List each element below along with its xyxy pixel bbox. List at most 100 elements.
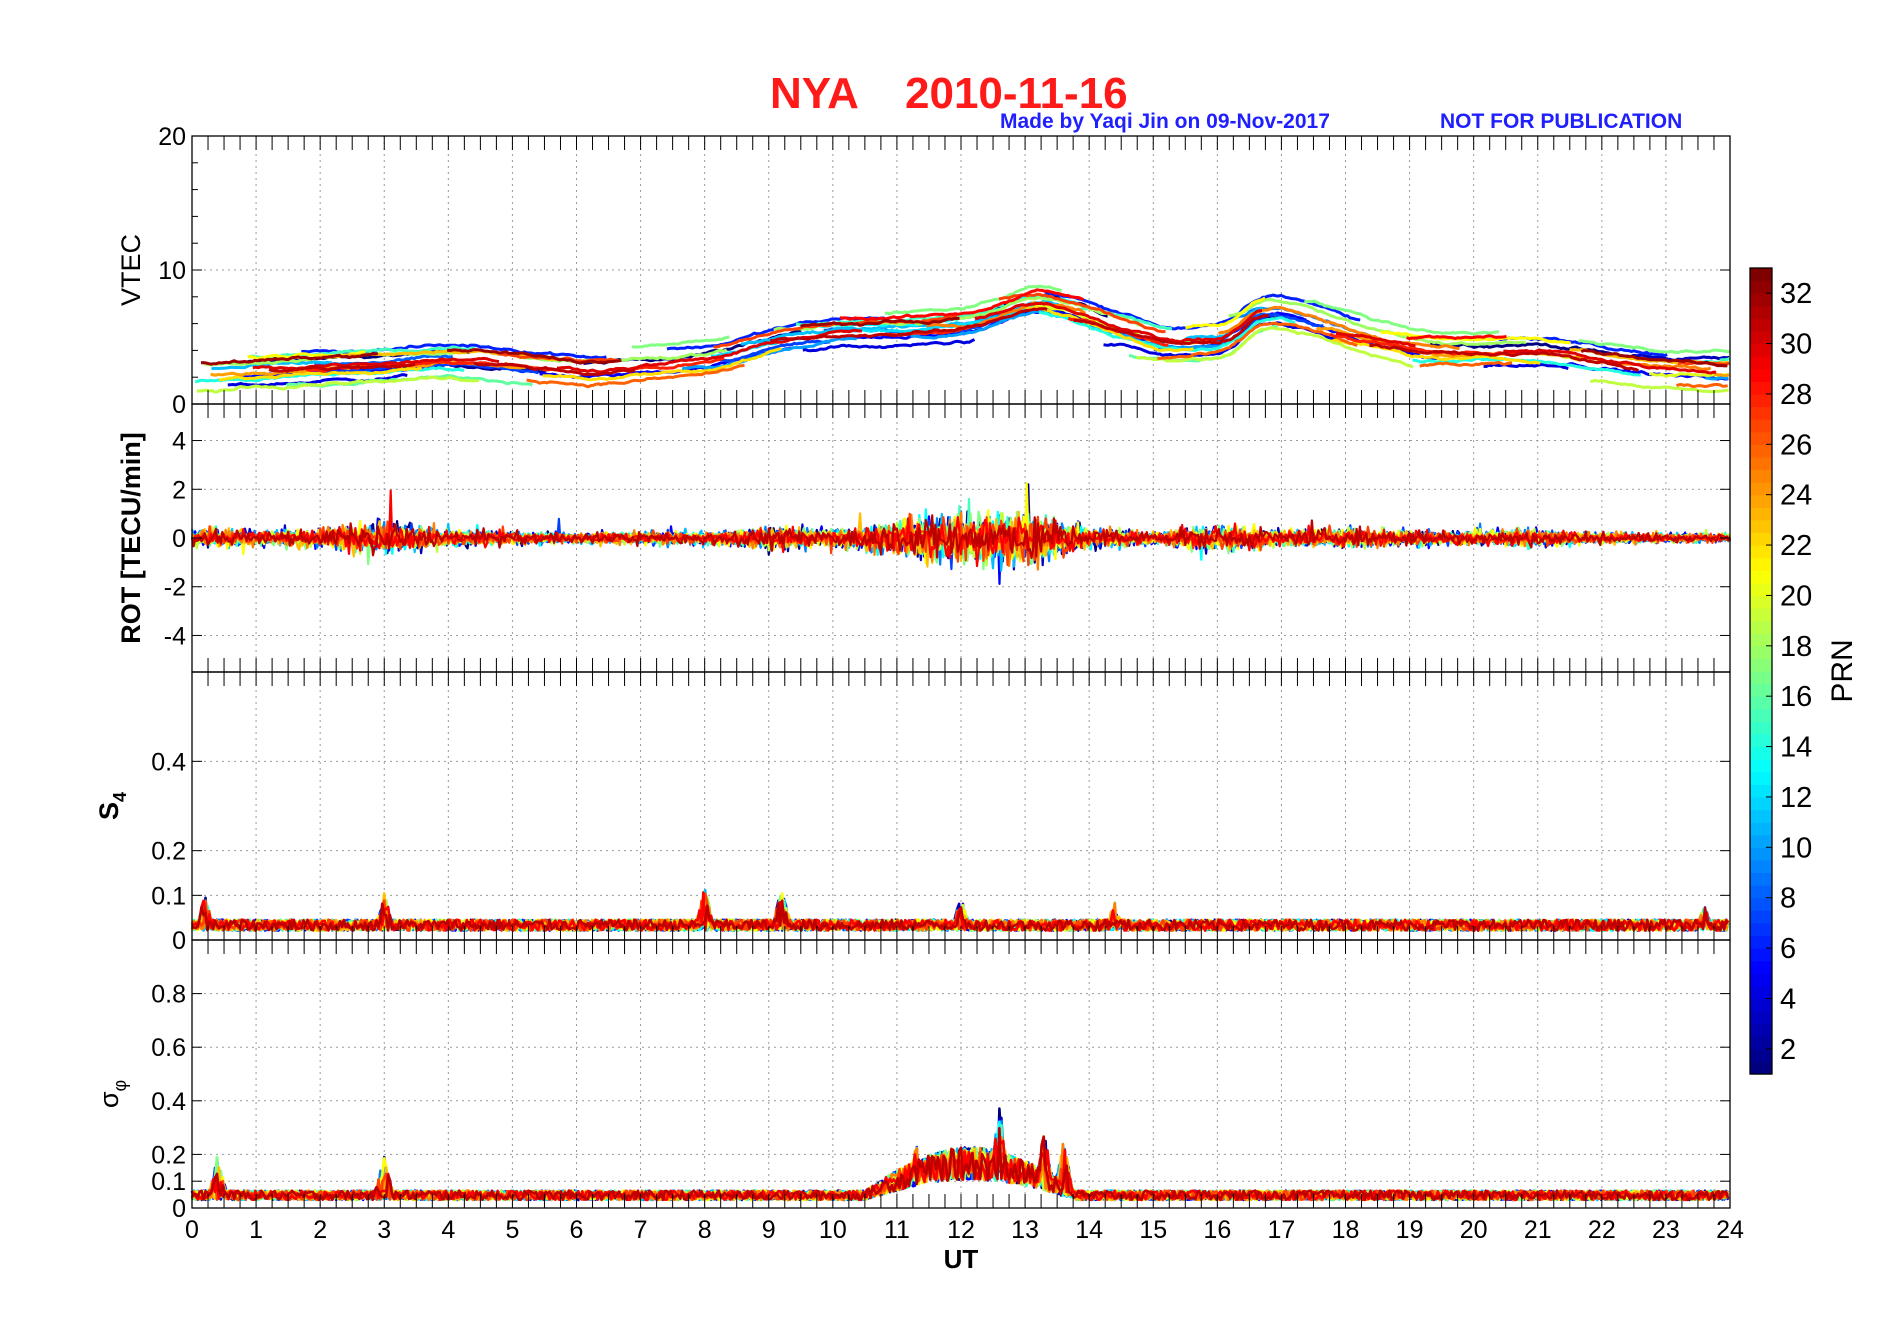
- y-tick-label: 0.4: [151, 748, 186, 776]
- colorbar-tick-label: 16: [1780, 681, 1812, 713]
- colorbar-segment: [1750, 595, 1772, 609]
- vtec-trace-prn-7: [717, 339, 831, 363]
- y-axis-label: ROT [TECU/min]: [116, 432, 146, 643]
- colorbar-segment: [1750, 796, 1772, 811]
- panel-s4: 0 0.1 0.2 0.4 S4: [94, 671, 1731, 955]
- colorbar-segment: [1750, 645, 1772, 660]
- colorbar-frame: [1749, 267, 1773, 1075]
- colorbar-segment: [1750, 733, 1772, 748]
- colorbar-segment: [1750, 1036, 1772, 1050]
- colorbar-tick-label: 18: [1780, 631, 1812, 663]
- colorbar-tick-label: 10: [1780, 832, 1812, 864]
- colorbar-segment: [1750, 406, 1772, 420]
- colorbar-segment: [1750, 809, 1772, 823]
- vtec-trace-prn-31: [1073, 313, 1269, 345]
- colorbar-tick-label: 32: [1780, 278, 1812, 310]
- colorbar-segment: [1750, 784, 1772, 798]
- colorbar-segment: [1750, 431, 1772, 445]
- y-tick-label: 0.1: [151, 1168, 186, 1196]
- x-tick-label: 12: [947, 1216, 975, 1244]
- vtec-trace-prn-30: [1335, 331, 1416, 348]
- vtec-trace-prn-25: [1607, 361, 1712, 371]
- vtec-trace-prn-30: [974, 301, 1263, 344]
- vtec-trace-prn-17: [884, 284, 1063, 316]
- colorbar-segment: [1750, 708, 1772, 722]
- y-tick-label: -2: [164, 574, 186, 602]
- colorbar-segment: [1750, 318, 1772, 332]
- colorbar-segment: [1750, 847, 1772, 861]
- colorbar-segment: [1750, 469, 1772, 483]
- vtec-trace-prn-29: [1406, 334, 1507, 341]
- series-rot: [190, 482, 1732, 585]
- colorbar-segment: [1750, 696, 1772, 710]
- vtec-trace-prn-29: [839, 288, 1085, 321]
- vtec-trace-prn-22: [219, 366, 423, 382]
- y-tick-label: 0: [172, 525, 186, 553]
- x-tick-label: 6: [570, 1216, 584, 1244]
- colorbar-segment: [1750, 507, 1772, 521]
- vtec-trace-prn-27: [998, 292, 1166, 334]
- vtec-trace-prn-10: [1705, 376, 1729, 381]
- y-tick-label: 0: [172, 391, 186, 419]
- credit-text: Made by Yaqi Jin on 09-Nov-2017: [1000, 110, 1330, 133]
- x-tick-label: 18: [1332, 1216, 1360, 1244]
- x-tick-label: 19: [1396, 1216, 1424, 1244]
- x-tick-label: 9: [762, 1216, 776, 1244]
- colorbar-segment: [1750, 570, 1772, 584]
- x-axis-label: UT: [944, 1244, 979, 1274]
- vtec-trace-prn-22: [1332, 338, 1541, 365]
- y-tick-label: -4: [164, 622, 186, 650]
- x-tick-label: 17: [1268, 1216, 1296, 1244]
- colorbar-segment: [1750, 444, 1772, 458]
- vtec-trace-prn-26: [1157, 321, 1358, 360]
- x-tick-label: 2: [313, 1216, 327, 1244]
- y-tick-label: 0.1: [151, 882, 186, 910]
- colorbar-segment: [1750, 557, 1772, 571]
- vtec-trace-prn-14: [1038, 310, 1296, 352]
- y-tick-label: 2: [172, 476, 186, 504]
- colorbar-label: PRN: [1826, 639, 1859, 702]
- y-tick-label: 4: [172, 428, 186, 456]
- colorbar-segment: [1750, 532, 1772, 546]
- colorbar-segment: [1750, 343, 1772, 357]
- colorbar-segment: [1750, 280, 1772, 294]
- x-tick-label: 3: [377, 1216, 391, 1244]
- y-tick-label: 0: [172, 1195, 186, 1223]
- x-tick-label: 20: [1460, 1216, 1488, 1244]
- colorbar-segment: [1750, 872, 1772, 886]
- colorbar-tick-label: 26: [1780, 429, 1812, 461]
- y-tick-label: 10: [158, 257, 186, 285]
- x-tick-label: 0: [185, 1216, 199, 1244]
- colorbar-segment: [1750, 381, 1772, 395]
- x-tick-label: 23: [1652, 1216, 1680, 1244]
- x-tick-label: 24: [1716, 1216, 1744, 1244]
- colorbar-segment: [1750, 759, 1772, 773]
- colorbar-segment: [1750, 582, 1772, 597]
- x-tick-label: 22: [1588, 1216, 1616, 1244]
- colorbar-tick-label: 20: [1780, 580, 1812, 612]
- x-tick-label: 16: [1203, 1216, 1231, 1244]
- vtec-trace-prn-32: [1580, 348, 1728, 368]
- vtec-trace-prn-31: [473, 361, 636, 376]
- colorbar-segment: [1750, 305, 1772, 319]
- colorbar-tick-label: 6: [1780, 933, 1796, 965]
- vtec-trace-prn-31: [770, 307, 1048, 343]
- rot-trace-prn-31: [190, 514, 1731, 559]
- colorbar-segment: [1750, 859, 1772, 874]
- vtec-trace-prn-22: [1021, 305, 1194, 353]
- x-tick-label: 8: [698, 1216, 712, 1244]
- colorbar-segment: [1750, 330, 1772, 345]
- x-tick-label: 7: [634, 1216, 648, 1244]
- y-axis-label: σφ: [94, 1080, 130, 1108]
- notice-text: NOT FOR PUBLICATION: [1440, 110, 1682, 133]
- colorbar-segment: [1750, 419, 1772, 433]
- vtec-trace-prn-19: [196, 375, 480, 394]
- chart-title-station: NYA: [770, 69, 859, 118]
- colorbar-segment: [1750, 658, 1772, 672]
- colorbar-segment: [1750, 1048, 1772, 1063]
- s4-trace-prn-31: [192, 899, 1729, 932]
- vtec-trace-prn-26: [526, 363, 745, 389]
- colorbar-segment: [1750, 897, 1772, 911]
- y-tick-label: 20: [158, 123, 186, 151]
